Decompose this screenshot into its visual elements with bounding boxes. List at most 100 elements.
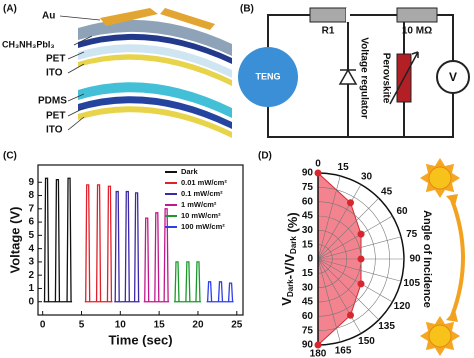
y-tick-label: 6 (28, 217, 34, 228)
x-tick-label: 20 (192, 320, 204, 331)
pet-layer (78, 33, 232, 64)
panel-label: (C) (3, 151, 17, 162)
voltage-chart: 0 1 2 3 4 5 6 7 8 9 0 5 10 15 20 25 Voltage (V) Time (sec… (7, 164, 244, 347)
label-part: Dark (286, 279, 295, 297)
pulse (114, 190, 120, 302)
theta-tick-label: 90 (409, 254, 421, 265)
pulse (227, 282, 234, 302)
data-point (314, 341, 322, 349)
r-tick-label: 30 (302, 282, 314, 293)
label-part: (%) (285, 212, 300, 236)
r-tick-label: 90 (302, 168, 314, 179)
r-tick-label: 15 (302, 239, 314, 250)
layer-label: Au (42, 11, 55, 22)
resistor-label: R1 (322, 26, 335, 37)
au-electrode (160, 8, 215, 30)
resistor (309, 7, 347, 23)
y-tick-label: 5 (28, 230, 34, 241)
layer-label: ITO (46, 68, 63, 79)
layer-label: PET (46, 54, 65, 65)
r-tick-label: 75 (302, 325, 314, 336)
x-tick-label: 15 (154, 320, 166, 331)
x-tick-label: 5 (79, 320, 85, 331)
legend-label: 100 mW/cm² (181, 222, 225, 231)
resistor (396, 7, 438, 23)
legend-label: 1 mW/cm² (181, 200, 217, 209)
r-tick-label: 15 (302, 268, 314, 279)
r-tick-label: 0 (307, 254, 313, 265)
pulse (144, 217, 150, 302)
data-point (357, 230, 365, 238)
theta-grid (317, 258, 362, 334)
pdms-layer (78, 82, 232, 118)
r-tick-label: 30 (302, 225, 314, 236)
r-tick-label: 45 (302, 297, 314, 308)
theta-tick-label: 120 (394, 301, 411, 312)
pulse (106, 185, 113, 302)
legend-label: 0.1 mW/cm² (181, 189, 223, 198)
sun (428, 166, 452, 190)
y-tick-label: 4 (28, 243, 34, 254)
theta-grid (317, 258, 393, 303)
perovskite-layer (78, 19, 232, 56)
data-point (357, 255, 365, 263)
pulse (66, 177, 72, 302)
x-tick-label: 10 (115, 320, 127, 331)
pet-layer (78, 44, 232, 78)
x-tick-label: 25 (231, 320, 243, 331)
theta-grid (317, 258, 380, 321)
regulator-label: Voltage regulator (358, 37, 369, 119)
theta-tick-label: 0 (315, 159, 321, 170)
voltmeter (436, 60, 470, 94)
theta-grid (317, 258, 402, 282)
data-point (346, 311, 354, 319)
data-point (346, 199, 354, 207)
theta-tick-label: 135 (378, 321, 395, 332)
pulse (154, 212, 160, 302)
theta-grid (317, 175, 341, 260)
r-tick-label: 90 (302, 340, 314, 351)
r-tick-label: 60 (302, 311, 314, 322)
r-tick-label: 45 (302, 211, 314, 222)
label-part: V (279, 297, 294, 306)
theta-grid (317, 258, 341, 343)
panel-label: (B) (240, 4, 254, 15)
theta-tick-label: 150 (358, 336, 375, 347)
ito-layer (78, 54, 232, 86)
ito-layer (78, 106, 232, 138)
layer-label: ITO (46, 125, 63, 136)
device-illustration (59, 8, 232, 138)
pulse (54, 178, 61, 302)
y-tick-label: 7 (28, 203, 34, 214)
y-tick-label: 3 (28, 257, 34, 268)
incidence-arrow (450, 199, 465, 317)
y-axis-label: VDark-V/VDark (%) (279, 212, 300, 305)
circuit (238, 7, 470, 138)
pet-layer (78, 96, 232, 129)
pulse (133, 192, 140, 302)
theta-grid (317, 215, 393, 260)
layer-label: PET (46, 111, 65, 122)
pulse (124, 190, 130, 302)
label-part: -V/V (282, 254, 297, 280)
y-tick-label: 0 (28, 296, 34, 307)
y-tick-label: 8 (28, 190, 34, 201)
layer-label: CH₃NH₃PbI₃ (2, 39, 54, 49)
theta-grid (317, 236, 402, 260)
sensor-label: Perovskite (380, 53, 391, 104)
theta-tick-label: 45 (381, 186, 393, 197)
theta-tick-label: 180 (310, 349, 327, 358)
x-axis-label: Time (sec) (108, 332, 172, 347)
legend-label: 0.01 mW/cm² (181, 178, 227, 187)
diode (338, 68, 358, 85)
pulse (185, 261, 191, 302)
pulse (174, 261, 180, 302)
pulse (43, 177, 50, 302)
theta-tick-label: 75 (406, 229, 418, 240)
pulse (95, 184, 102, 302)
y-axis-label: Voltage (V) (7, 207, 22, 274)
pulse (206, 281, 213, 302)
